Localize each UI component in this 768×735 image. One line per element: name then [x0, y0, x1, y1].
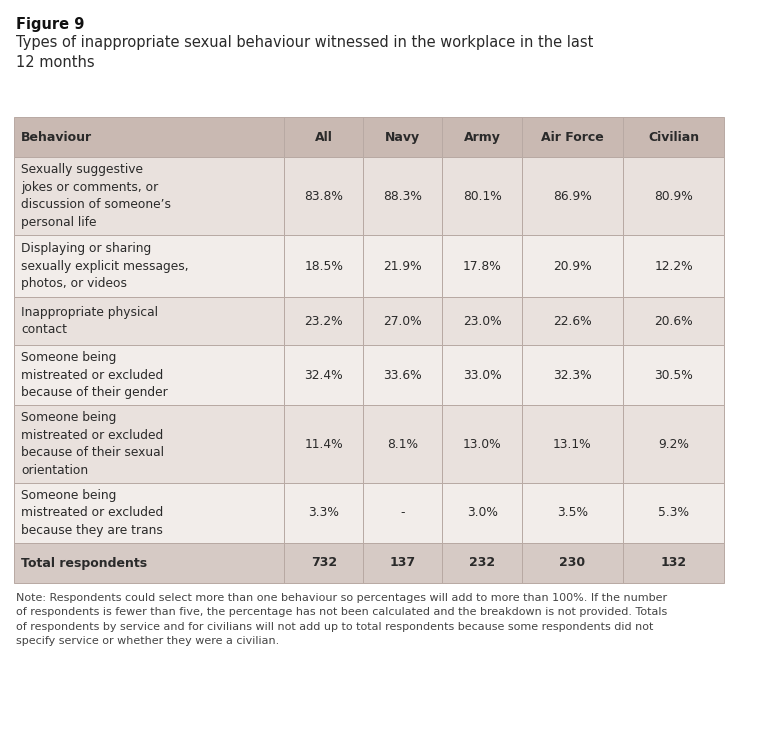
Bar: [442, 117, 521, 157]
Text: All: All: [315, 131, 333, 143]
Text: 23.2%: 23.2%: [304, 315, 343, 328]
Bar: [14, 405, 284, 483]
Bar: [363, 117, 442, 157]
Bar: [521, 235, 623, 297]
Bar: [521, 543, 623, 583]
Text: 5.3%: 5.3%: [658, 506, 689, 520]
Text: 80.1%: 80.1%: [462, 190, 502, 203]
Text: Inappropriate physical
contact: Inappropriate physical contact: [21, 306, 158, 336]
Bar: [521, 297, 623, 345]
Bar: [363, 297, 442, 345]
Text: Someone being
mistreated or excluded
because they are trans: Someone being mistreated or excluded bec…: [21, 489, 164, 537]
Text: 3.5%: 3.5%: [557, 506, 588, 520]
Bar: [284, 345, 363, 405]
Bar: [623, 345, 724, 405]
Text: -: -: [401, 506, 405, 520]
Text: 12.2%: 12.2%: [654, 259, 693, 273]
Text: Navy: Navy: [386, 131, 420, 143]
Text: Figure 9: Figure 9: [16, 17, 84, 32]
Bar: [623, 297, 724, 345]
Text: 30.5%: 30.5%: [654, 368, 693, 381]
Bar: [521, 483, 623, 543]
Text: 8.1%: 8.1%: [387, 437, 419, 451]
Bar: [442, 157, 521, 235]
Text: 732: 732: [310, 556, 336, 570]
Bar: [14, 483, 284, 543]
Bar: [521, 157, 623, 235]
Bar: [442, 235, 521, 297]
Bar: [14, 345, 284, 405]
Bar: [521, 117, 623, 157]
Text: Civilian: Civilian: [648, 131, 700, 143]
Text: Total respondents: Total respondents: [21, 556, 147, 570]
Bar: [14, 297, 284, 345]
Text: 230: 230: [559, 556, 585, 570]
Bar: [623, 405, 724, 483]
Bar: [284, 297, 363, 345]
Text: 22.6%: 22.6%: [553, 315, 591, 328]
Bar: [442, 345, 521, 405]
Text: 20.9%: 20.9%: [553, 259, 591, 273]
Text: Air Force: Air Force: [541, 131, 604, 143]
Bar: [521, 345, 623, 405]
Bar: [14, 117, 284, 157]
Bar: [623, 543, 724, 583]
Bar: [623, 157, 724, 235]
Bar: [284, 117, 363, 157]
Text: Note: Respondents could select more than one behaviour so percentages will add t: Note: Respondents could select more than…: [16, 593, 667, 646]
Text: 17.8%: 17.8%: [462, 259, 502, 273]
Text: 232: 232: [469, 556, 495, 570]
Text: Someone being
mistreated or excluded
because of their gender: Someone being mistreated or excluded bec…: [21, 351, 167, 399]
Text: Behaviour: Behaviour: [21, 131, 92, 143]
Text: Army: Army: [464, 131, 501, 143]
Bar: [14, 157, 284, 235]
Bar: [363, 345, 442, 405]
Text: Someone being
mistreated or excluded
because of their sexual
orientation: Someone being mistreated or excluded bec…: [21, 412, 164, 477]
Text: 23.0%: 23.0%: [463, 315, 502, 328]
Text: 13.0%: 13.0%: [463, 437, 502, 451]
Text: 33.0%: 33.0%: [463, 368, 502, 381]
Bar: [363, 157, 442, 235]
Text: Types of inappropriate sexual behaviour witnessed in the workplace in the last
1: Types of inappropriate sexual behaviour …: [16, 35, 594, 71]
Text: 83.8%: 83.8%: [304, 190, 343, 203]
Bar: [284, 157, 363, 235]
Bar: [623, 235, 724, 297]
Text: 13.1%: 13.1%: [553, 437, 591, 451]
Text: 132: 132: [660, 556, 687, 570]
Bar: [363, 483, 442, 543]
Bar: [284, 235, 363, 297]
Text: 86.9%: 86.9%: [553, 190, 591, 203]
Text: 20.6%: 20.6%: [654, 315, 693, 328]
Text: 3.3%: 3.3%: [308, 506, 339, 520]
Bar: [284, 405, 363, 483]
Bar: [521, 405, 623, 483]
Text: Sexually suggestive
jokes or comments, or
discussion of someone’s
personal life: Sexually suggestive jokes or comments, o…: [21, 163, 171, 229]
Bar: [363, 543, 442, 583]
Text: 33.6%: 33.6%: [383, 368, 422, 381]
Text: 9.2%: 9.2%: [658, 437, 689, 451]
Bar: [623, 483, 724, 543]
Bar: [284, 483, 363, 543]
Text: 18.5%: 18.5%: [304, 259, 343, 273]
Bar: [363, 405, 442, 483]
Bar: [14, 543, 284, 583]
Text: 21.9%: 21.9%: [383, 259, 422, 273]
Bar: [623, 117, 724, 157]
Text: 32.4%: 32.4%: [304, 368, 343, 381]
Bar: [442, 543, 521, 583]
Bar: [442, 405, 521, 483]
Bar: [284, 543, 363, 583]
Bar: [363, 235, 442, 297]
Text: 32.3%: 32.3%: [553, 368, 591, 381]
Bar: [442, 297, 521, 345]
Bar: [14, 235, 284, 297]
Text: 88.3%: 88.3%: [383, 190, 422, 203]
Text: Displaying or sharing
sexually explicit messages,
photos, or videos: Displaying or sharing sexually explicit …: [21, 242, 189, 290]
Text: 80.9%: 80.9%: [654, 190, 693, 203]
Text: 27.0%: 27.0%: [383, 315, 422, 328]
Text: 3.0%: 3.0%: [467, 506, 498, 520]
Bar: [442, 483, 521, 543]
Text: 137: 137: [390, 556, 416, 570]
Text: 11.4%: 11.4%: [304, 437, 343, 451]
